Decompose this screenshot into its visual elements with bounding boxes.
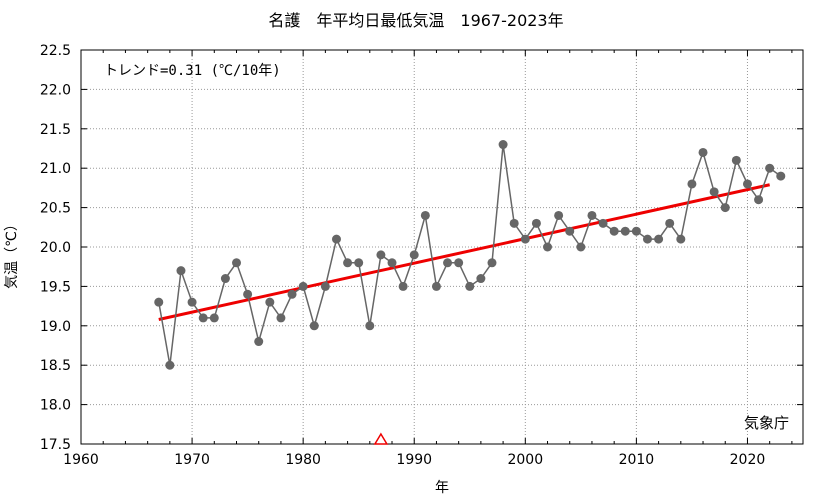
- data-point: [409, 250, 419, 260]
- data-point: [476, 274, 486, 284]
- data-point: [587, 210, 597, 220]
- trend-annotation: トレンド=0.31 (℃/10年): [104, 63, 281, 79]
- data-point: [776, 171, 786, 181]
- data-point: [687, 179, 697, 189]
- data-point: [487, 258, 497, 268]
- data-point: [287, 289, 297, 299]
- chart-title: 名護 年平均日最低気温 1967-2023年: [268, 11, 563, 30]
- data-point: [443, 258, 453, 268]
- data-point: [554, 210, 564, 220]
- data-point: [742, 179, 752, 189]
- data-point: [365, 321, 375, 331]
- y-tick-label: 19.0: [40, 319, 71, 335]
- data-point: [720, 203, 730, 213]
- data-point: [243, 289, 253, 299]
- y-tick-label: 22.0: [40, 82, 71, 98]
- data-point: [165, 360, 175, 370]
- data-point: [709, 187, 719, 197]
- x-tick-label: 1990: [396, 452, 432, 468]
- data-point: [698, 147, 708, 157]
- data-point: [331, 234, 341, 244]
- data-point: [387, 258, 397, 268]
- y-tick-label: 20.5: [40, 201, 71, 217]
- data-point: [254, 337, 264, 347]
- axis-layer: 17.5 18.0 18.5 19.0 19.5 20.0 20.5 21.0 21.5 22.0…: [40, 43, 804, 468]
- data-point: [654, 234, 664, 244]
- data-point: [354, 258, 364, 268]
- data-point: [765, 163, 775, 173]
- data-point: [543, 242, 553, 252]
- y-tick-label: 19.5: [40, 279, 71, 295]
- series-layer: [154, 140, 786, 370]
- data-point: [154, 297, 164, 307]
- y-tick-label: 18.0: [40, 398, 71, 414]
- x-tick-label: 1980: [285, 452, 321, 468]
- data-point: [642, 234, 652, 244]
- y-tick-label: 21.0: [40, 161, 71, 177]
- data-point: [665, 218, 675, 228]
- data-point: [598, 218, 608, 228]
- data-point: [265, 297, 275, 307]
- data-point: [343, 258, 353, 268]
- data-point: [198, 313, 208, 323]
- x-tick-label: 2000: [507, 452, 543, 468]
- y-axis-label: 気温（℃）: [4, 217, 20, 289]
- data-point: [754, 195, 764, 205]
- data-point: [420, 210, 430, 220]
- grid-lines: [81, 50, 803, 444]
- data-point: [220, 274, 230, 284]
- x-tick-label: 2010: [619, 452, 655, 468]
- data-point: [631, 226, 641, 236]
- data-point: [376, 250, 386, 260]
- data-point: [398, 281, 408, 291]
- data-point: [609, 226, 619, 236]
- x-axis-label: 年: [435, 480, 449, 496]
- x-tick-label: 2020: [730, 452, 766, 468]
- credit-label: 気象庁: [744, 414, 789, 432]
- data-point: [320, 281, 330, 291]
- data-point: [276, 313, 286, 323]
- data-point: [454, 258, 464, 268]
- data-point: [731, 155, 741, 165]
- data-point: [620, 226, 630, 236]
- data-point: [498, 140, 508, 150]
- trend-line: [158, 183, 771, 321]
- y-tick-label: 17.5: [40, 437, 71, 453]
- data-point: [520, 234, 530, 244]
- data-point: [576, 242, 586, 252]
- data-point: [298, 281, 308, 291]
- series-line: [158, 144, 782, 366]
- triangle-marker: [373, 432, 389, 445]
- data-point: [465, 281, 475, 291]
- x-tick-label: 1970: [174, 452, 210, 468]
- data-point: [431, 281, 441, 291]
- x-tick-label: 1960: [63, 452, 99, 468]
- y-tick-label: 21.5: [40, 122, 71, 138]
- y-tick-label: 22.5: [40, 43, 71, 59]
- data-point: [209, 313, 219, 323]
- data-point: [187, 297, 197, 307]
- data-point: [531, 218, 541, 228]
- trend-layer: [158, 183, 771, 321]
- data-point: [309, 321, 319, 331]
- data-point: [676, 234, 686, 244]
- data-point: [509, 218, 519, 228]
- data-point: [232, 258, 242, 268]
- data-point: [565, 226, 575, 236]
- data-point: [176, 266, 186, 276]
- y-tick-label: 20.0: [40, 240, 71, 256]
- y-tick-label: 18.5: [40, 358, 71, 374]
